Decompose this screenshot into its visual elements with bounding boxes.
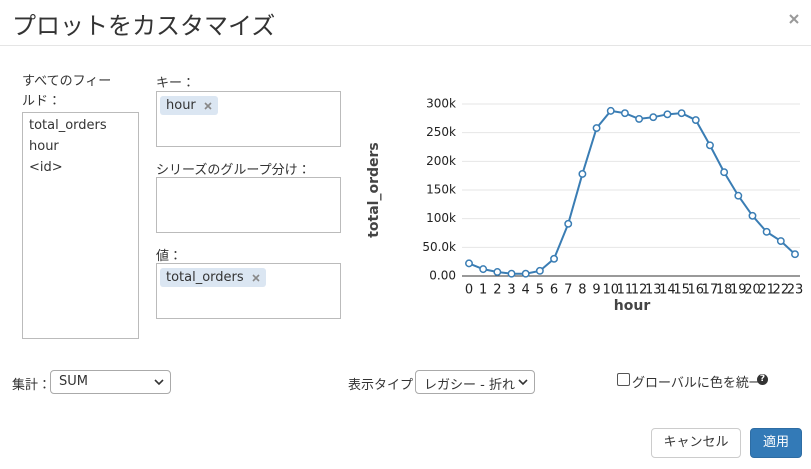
point: [776, 237, 785, 245]
point: [677, 109, 686, 118]
x-tick-label: 2: [493, 283, 501, 298]
x-tick-label: 18: [716, 283, 733, 298]
aggregate-label: 集計：: [12, 378, 52, 393]
global-color-label: グローバルに色を統一: [632, 376, 762, 391]
separator: [0, 45, 811, 46]
x-tick-label: 10: [602, 283, 619, 298]
point: [649, 113, 658, 122]
fields-label: すべてのフィールド：: [22, 74, 112, 109]
keys-label: キー：: [156, 76, 196, 91]
x-tick-label: 0: [465, 283, 473, 298]
point: [564, 219, 573, 228]
tag-text: hour: [166, 98, 196, 113]
x-tick-label: 11: [617, 283, 634, 298]
dialog-title: プロットをカスタマイズ: [12, 12, 276, 40]
point: [465, 259, 473, 268]
tag-remove-icon: [252, 273, 260, 282]
keys-box[interactable]: hour: [156, 91, 341, 147]
y-tick-label: 250k: [426, 125, 456, 139]
x-tick-label: 23: [787, 283, 804, 298]
x-tick-label: 12: [631, 283, 648, 298]
series-group-label: シリーズのグループ分け：: [156, 163, 311, 178]
global-color-checkbox[interactable]: [617, 373, 630, 386]
x-tick-label: 6: [550, 283, 558, 298]
point: [635, 114, 644, 123]
y-tick-label: 200k: [426, 154, 456, 168]
x-tick-label: 19: [730, 283, 747, 298]
point: [620, 109, 629, 118]
y-tick-label: 300k: [426, 97, 456, 111]
y-tick-label: 100k: [426, 211, 456, 225]
x-tick-label: 16: [688, 283, 705, 298]
point: [550, 254, 558, 263]
point: [734, 191, 743, 200]
values-box[interactable]: total_orders: [156, 263, 341, 319]
point: [791, 250, 799, 259]
x-axis-label: hour: [614, 298, 651, 314]
x-tick-label: 14: [659, 283, 676, 298]
x-tick-label: 20: [744, 283, 761, 298]
help-icon[interactable]: ?: [757, 374, 768, 385]
point: [706, 141, 714, 150]
x-tick-label: 1: [479, 283, 487, 298]
cancel-button[interactable]: キャンセル: [651, 428, 741, 458]
x-tick-label: 8: [578, 283, 586, 298]
dropdown-arrow: [518, 379, 528, 386]
point: [691, 116, 700, 125]
point: [479, 265, 488, 274]
dropdown-arrow: [154, 379, 164, 386]
x-tick-label: 4: [522, 283, 530, 298]
aggregate-value: SUM: [59, 374, 88, 389]
x-tick-label: 21: [758, 283, 775, 298]
display-type-value: レガシー - 折れ: [424, 378, 515, 393]
x-tick-label: 13: [645, 283, 662, 298]
field-item[interactable]: <id>: [29, 160, 63, 175]
close-button[interactable]: [789, 14, 799, 24]
tag-text: total_orders: [166, 270, 244, 285]
x-tick-label: 15: [673, 283, 690, 298]
point: [663, 110, 672, 119]
tag: total_orders: [160, 268, 266, 287]
point: [606, 106, 615, 115]
x-tick-label: 22: [773, 283, 790, 298]
x-tick-label: 7: [564, 283, 572, 298]
display-type-label: 表示タイプ：: [348, 378, 427, 393]
aggregate-select[interactable]: SUM: [50, 370, 171, 394]
y-axis-label: total_orders: [366, 142, 382, 238]
values-label: 値：: [156, 249, 183, 264]
point: [521, 269, 530, 278]
point: [535, 266, 544, 275]
x-tick-label: 3: [507, 283, 515, 298]
y-tick-label: 50.0k: [422, 240, 456, 254]
point: [578, 169, 587, 178]
apply-button[interactable]: 適用: [750, 428, 802, 458]
x-tick-label: 5: [536, 283, 544, 298]
x-tick-label: 9: [592, 283, 600, 298]
display-type-select[interactable]: レガシー - 折れ: [415, 370, 535, 394]
point: [592, 124, 601, 133]
field-item[interactable]: total_orders: [29, 118, 107, 133]
point: [748, 211, 757, 220]
point: [720, 168, 729, 177]
point: [762, 227, 771, 236]
point: [507, 269, 516, 278]
y-tick-label: 0.00: [429, 269, 456, 283]
tag-remove[interactable]: [252, 273, 260, 282]
tag-remove[interactable]: [204, 101, 212, 110]
series-group-box[interactable]: [156, 177, 341, 233]
tag: hour: [160, 96, 218, 115]
tag-remove-icon: [204, 101, 212, 110]
point: [493, 268, 502, 276]
x-tick-label: 17: [702, 283, 719, 298]
y-tick-label: 150k: [426, 183, 456, 197]
field-item[interactable]: hour: [29, 139, 59, 154]
series-line: [468, 109, 796, 275]
